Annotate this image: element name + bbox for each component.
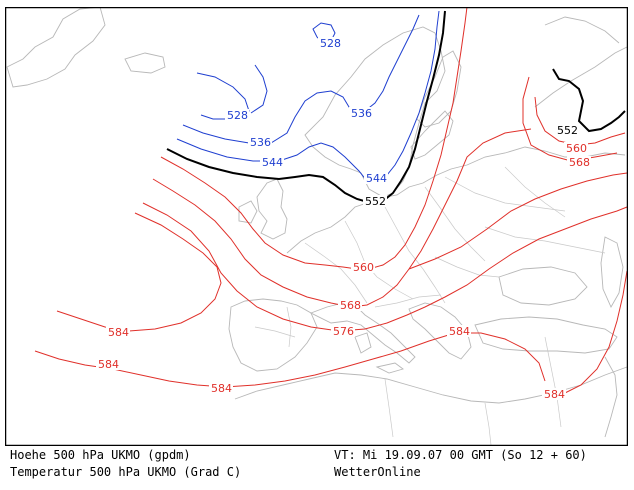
label-576-alps: 576	[333, 325, 354, 338]
label-584-greece: 584	[449, 325, 470, 338]
weather-map: 528 528 536 536 544 544 552 552 560 568 …	[5, 7, 628, 446]
contour-576	[142, 202, 628, 332]
contour-584-atlantic	[56, 212, 222, 332]
label-544-baltic: 544	[366, 172, 387, 185]
label-528-north: 528	[320, 37, 341, 50]
label-584-southwest: 584	[98, 358, 119, 371]
borders	[254, 166, 606, 446]
coastlines	[6, 7, 628, 438]
contour-560-center	[160, 7, 468, 270]
label-536-scand: 536	[351, 107, 372, 120]
contour-552-main	[166, 10, 446, 205]
height-field-caption: Hoehe 500 hPa UKMO (gpdm)	[10, 448, 191, 462]
contour-544	[176, 10, 440, 184]
label-544-west: 544	[262, 156, 283, 169]
height-contours-552	[166, 10, 626, 205]
contour-584-south	[34, 332, 546, 388]
contour-labels: 528 528 536 536 544 544 552 552 560 568 …	[96, 37, 591, 401]
height-contours-blue	[176, 10, 440, 184]
label-584-east: 584	[544, 388, 565, 401]
contour-528-east	[250, 64, 268, 114]
map-canvas: 528 528 536 536 544 544 552 552 560 568 …	[5, 7, 628, 446]
map-legend-footer: Hoehe 500 hPa UKMO (gpdm) Temperatur 500…	[10, 448, 624, 486]
label-568-russia: 568	[569, 156, 590, 169]
map-border	[5, 7, 628, 446]
height-contours-red	[34, 7, 628, 398]
contour-584-east	[546, 270, 628, 398]
label-560-center: 560	[353, 261, 374, 274]
label-536-west: 536	[250, 136, 271, 149]
contour-568-center	[152, 128, 532, 308]
contour-552-russia	[552, 68, 626, 133]
label-552-russia: 552	[557, 124, 578, 137]
label-560-russia: 560	[566, 142, 587, 155]
label-584-spain: 584	[211, 382, 232, 395]
label-584-atlantic: 584	[108, 326, 129, 339]
source-caption: WetterOnline	[334, 465, 421, 479]
contour-568-east	[408, 172, 628, 270]
label-568-center: 568	[340, 299, 361, 312]
valid-time-caption: VT: Mi 19.09.07 00 GMT (So 12 + 60)	[334, 448, 587, 462]
label-552-center: 552	[365, 195, 386, 208]
label-528-west: 528	[227, 109, 248, 122]
temperature-field-caption: Temperatur 500 hPa UKMO (Grad C)	[10, 465, 242, 479]
